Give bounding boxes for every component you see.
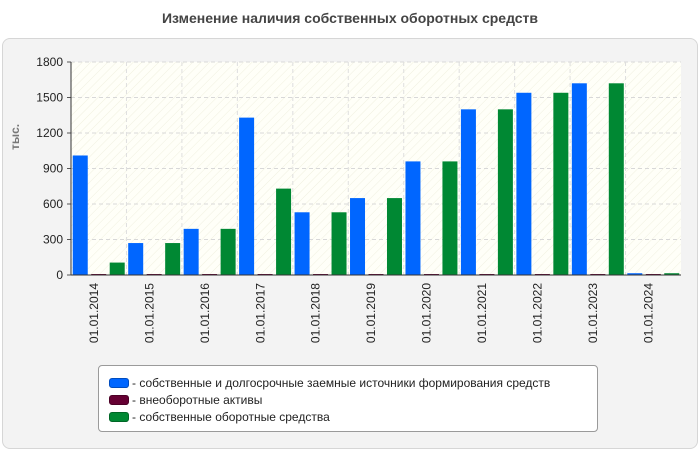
bar-series-2 [109, 262, 125, 275]
x-tick-label: 01.01.2015 [142, 283, 156, 343]
y-tick-label: 1500 [36, 91, 63, 105]
x-tick-label: 01.01.2020 [420, 283, 434, 343]
bar-series-0 [183, 228, 199, 275]
legend-item-sources: - собственные и долгосрочные заемные ист… [109, 374, 597, 391]
x-tick-label: 01.01.2021 [475, 283, 489, 343]
x-tick-label: 01.01.2024 [641, 283, 655, 343]
x-tick-label: 01.01.2014 [87, 283, 101, 343]
bar-series-0 [294, 212, 310, 275]
legend-label-working-capital: - собственные оборотные средства [132, 409, 330, 424]
chart-title: Изменение наличия собственных оборотных … [161, 10, 539, 26]
legend-swatch-working-capital [109, 411, 129, 422]
bar-series-2 [386, 198, 402, 275]
bar-series-2 [497, 109, 513, 275]
bar-series-0 [516, 92, 532, 276]
x-tick-label: 01.01.2018 [309, 283, 323, 343]
bar-series-2 [331, 212, 347, 275]
bar-series-0 [350, 198, 366, 275]
bar-series-0 [460, 109, 476, 275]
bar-series-0 [128, 243, 144, 275]
legend-label-noncurrent-assets: - внеоборотные активы [132, 392, 263, 407]
y-tick-label: 1200 [36, 126, 63, 140]
legend-label-sources: - собственные и долгосрочные заемные ист… [132, 375, 551, 390]
legend-swatch-sources [109, 377, 129, 388]
bar-series-0 [571, 83, 587, 275]
x-tick-label: 01.01.2016 [198, 283, 212, 343]
bar-series-0 [627, 273, 643, 275]
y-tick-label: 600 [43, 197, 63, 211]
legend-item-working-capital: - собственные оборотные средства [109, 408, 597, 425]
chart-legend: - собственные и долгосрочные заемные ист… [98, 365, 598, 432]
x-tick-label: 01.01.2019 [364, 283, 378, 343]
y-tick-label: 0 [56, 268, 63, 282]
y-tick-label: 300 [43, 233, 63, 247]
y-tick-label: 900 [43, 162, 63, 176]
bar-series-2 [442, 161, 458, 275]
bar-series-2 [276, 188, 292, 275]
legend-swatch-noncurrent-assets [109, 394, 129, 405]
x-tick-label: 01.01.2017 [253, 283, 267, 343]
bar-series-0 [405, 161, 421, 275]
x-tick-label: 01.01.2022 [531, 283, 545, 343]
bar-series-2 [664, 273, 680, 275]
y-tick-label: 1800 [36, 55, 63, 69]
bar-series-0 [72, 155, 88, 275]
bar-series-2 [608, 83, 624, 275]
bar-series-2 [553, 92, 569, 276]
y-axis-label: тыс. [8, 123, 22, 150]
bar-series-0 [239, 117, 255, 275]
x-tick-label: 01.01.2023 [586, 283, 600, 343]
bar-series-2 [165, 243, 181, 275]
legend-item-noncurrent-assets: - внеоборотные активы [109, 391, 597, 408]
bar-series-2 [220, 228, 236, 275]
